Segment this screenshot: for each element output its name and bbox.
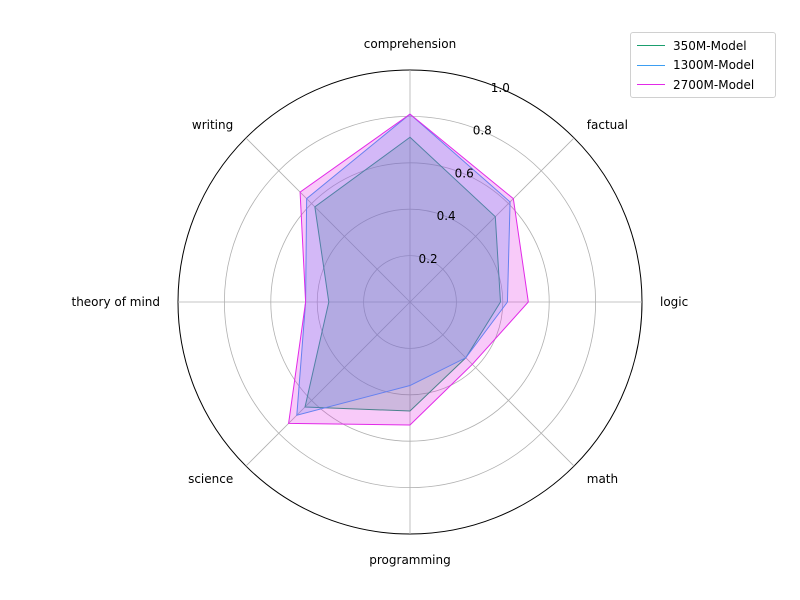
category-label: writing xyxy=(192,118,233,132)
grid-spoke xyxy=(245,137,411,303)
legend-item: 2700M-Model xyxy=(637,75,769,95)
category-label: math xyxy=(587,472,618,486)
grid-spoke xyxy=(409,301,575,467)
legend: 350M-Model 1300M-Model 2700M-Model xyxy=(630,32,776,98)
category-label: comprehension xyxy=(364,37,456,51)
legend-swatch-1300m xyxy=(637,64,665,66)
radial-tick-label: 0.8 xyxy=(473,124,492,138)
legend-item: 1300M-Model xyxy=(637,56,769,76)
radial-tick-label: 0.2 xyxy=(419,252,438,266)
labels: 0.2 0.4 0.6 0.8 1.0 comprehension factual logic… xyxy=(71,37,688,567)
series-area-1300m-model xyxy=(296,113,511,416)
legend-swatch-2700m xyxy=(637,84,665,86)
series-area-2700m-model xyxy=(288,113,529,426)
grid-spoke xyxy=(409,137,575,303)
radial-tick-label: 0.6 xyxy=(455,166,474,180)
category-label: logic xyxy=(660,295,688,309)
series-area-350m-model xyxy=(304,136,501,412)
category-label: factual xyxy=(587,118,628,132)
grid-spoke xyxy=(245,301,411,467)
legend-label: 2700M-Model xyxy=(673,77,755,92)
category-label: theory of mind xyxy=(71,295,160,309)
radial-tick-label: 0.4 xyxy=(437,209,456,223)
legend-swatch-350m xyxy=(637,45,665,47)
legend-label: 350M-Model xyxy=(673,38,747,53)
series-layer xyxy=(288,113,529,426)
legend-item: 350M-Model xyxy=(637,36,769,56)
category-label: programming xyxy=(369,553,450,567)
legend-label: 1300M-Model xyxy=(673,58,755,73)
category-label: science xyxy=(188,472,233,486)
grid xyxy=(177,69,643,535)
radial-tick-label: 1.0 xyxy=(491,81,510,95)
